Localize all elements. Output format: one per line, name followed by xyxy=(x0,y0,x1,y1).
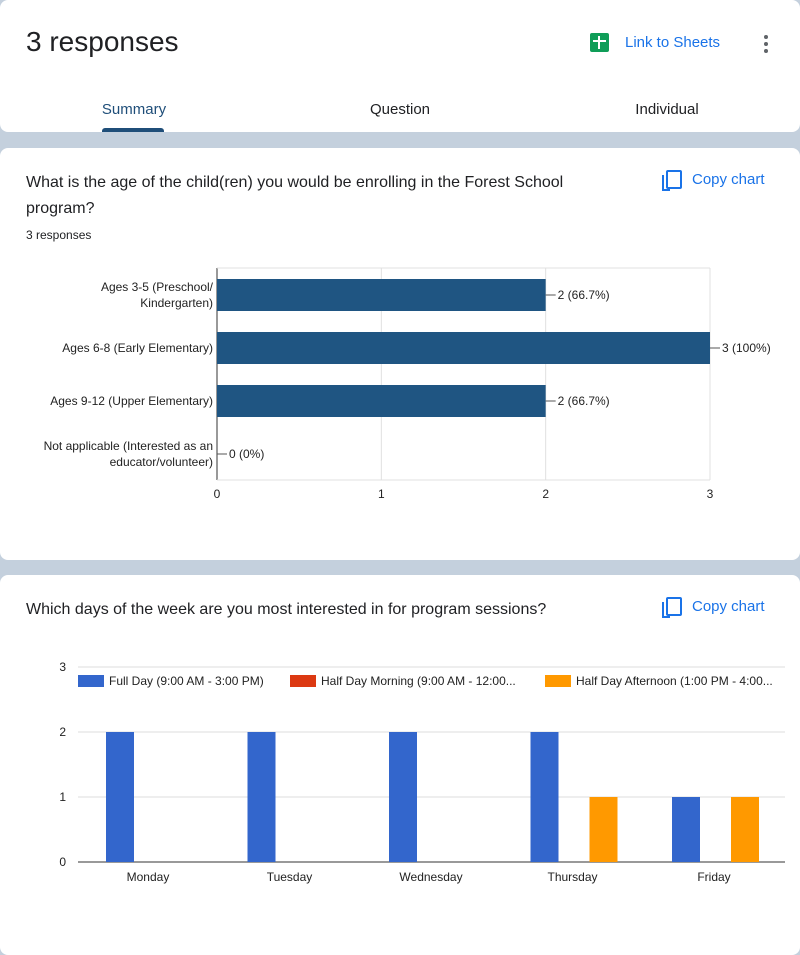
question-title: Which days of the week are you most inte… xyxy=(26,601,547,618)
data-label: 3 (100%) xyxy=(722,341,771,355)
active-tab-indicator xyxy=(102,128,164,132)
bar xyxy=(217,279,546,311)
response-count: 3 responses xyxy=(26,228,92,242)
bar xyxy=(672,797,700,862)
question-title: What is the age of the child(ren) you wo… xyxy=(26,174,564,217)
more-options-icon[interactable] xyxy=(764,35,768,56)
category-label: educator/volunteer) xyxy=(110,455,213,469)
category-label: Ages 3-5 (Preschool/ xyxy=(101,280,214,294)
x-category-label: Monday xyxy=(127,870,170,884)
bar xyxy=(217,332,710,364)
copy-chart-button[interactable]: Copy chart xyxy=(662,597,765,618)
legend-swatch xyxy=(78,675,104,687)
y-tick-label: 3 xyxy=(59,660,66,674)
tab-summary[interactable]: Summary xyxy=(101,101,167,118)
y-tick-label: 1 xyxy=(59,790,66,804)
question-card-age: What is the age of the child(ren) you wo… xyxy=(0,148,800,560)
bar xyxy=(389,732,417,862)
legend-swatch xyxy=(545,675,571,687)
data-label: 2 (66.7%) xyxy=(558,394,610,408)
copy-chart-label: Copy chart xyxy=(692,171,765,188)
bar xyxy=(731,797,759,862)
x-category-label: Wednesday xyxy=(399,870,462,884)
x-tick-label: 2 xyxy=(542,487,549,501)
x-category-label: Tuesday xyxy=(267,870,313,884)
x-category-label: Thursday xyxy=(547,870,597,884)
legend-label: Full Day (9:00 AM - 3:00 PM) xyxy=(109,674,264,688)
y-tick-label: 0 xyxy=(59,855,66,869)
bar xyxy=(530,732,559,862)
data-label: 2 (66.7%) xyxy=(558,288,610,302)
legend-label: Half Day Afternoon (1:00 PM - 4:00... xyxy=(576,674,773,688)
question-card-days: Which days of the week are you most inte… xyxy=(0,575,800,955)
sheets-icon xyxy=(590,33,609,52)
category-label: Not applicable (Interested as an xyxy=(44,439,213,453)
summary-header-card: 3 responses Link to Sheets Summary Quest… xyxy=(0,0,800,132)
x-tick-label: 1 xyxy=(378,487,385,501)
link-to-sheets-button[interactable]: Link to Sheets xyxy=(590,33,720,52)
link-to-sheets-label: Link to Sheets xyxy=(625,34,721,51)
responses-title: 3 responses xyxy=(26,26,179,57)
tab-individual[interactable]: Individual xyxy=(635,101,699,118)
category-label: Ages 6-8 (Early Elementary) xyxy=(62,341,213,355)
copy-chart-button[interactable]: Copy chart xyxy=(662,170,765,191)
days-column-chart: 0 1 2 3 Full Day (9:00 AM - 3:00 PM) Half Day… xyxy=(59,660,785,884)
x-tick-label: 0 xyxy=(214,487,221,501)
age-bar-chart: 0 1 2 3 Ages 3-5 (Preschool/Kindergarten) 2 (… xyxy=(44,267,771,501)
legend-swatch xyxy=(290,675,316,687)
legend-label: Half Day Morning (9:00 AM - 12:00... xyxy=(321,674,516,688)
x-tick-label: 3 xyxy=(707,487,714,501)
category-label: Kindergarten) xyxy=(140,296,213,310)
bar xyxy=(106,732,134,862)
bar xyxy=(217,385,546,417)
x-category-label: Friday xyxy=(697,870,730,884)
category-label: Ages 9-12 (Upper Elementary) xyxy=(50,394,213,408)
tab-question[interactable]: Question xyxy=(369,101,431,118)
data-label: 0 (0%) xyxy=(229,447,264,461)
copy-icon xyxy=(662,170,682,191)
copy-icon xyxy=(662,597,682,618)
bar xyxy=(589,797,618,862)
y-tick-label: 2 xyxy=(59,725,66,739)
copy-chart-label: Copy chart xyxy=(692,598,765,615)
bar xyxy=(247,732,276,862)
